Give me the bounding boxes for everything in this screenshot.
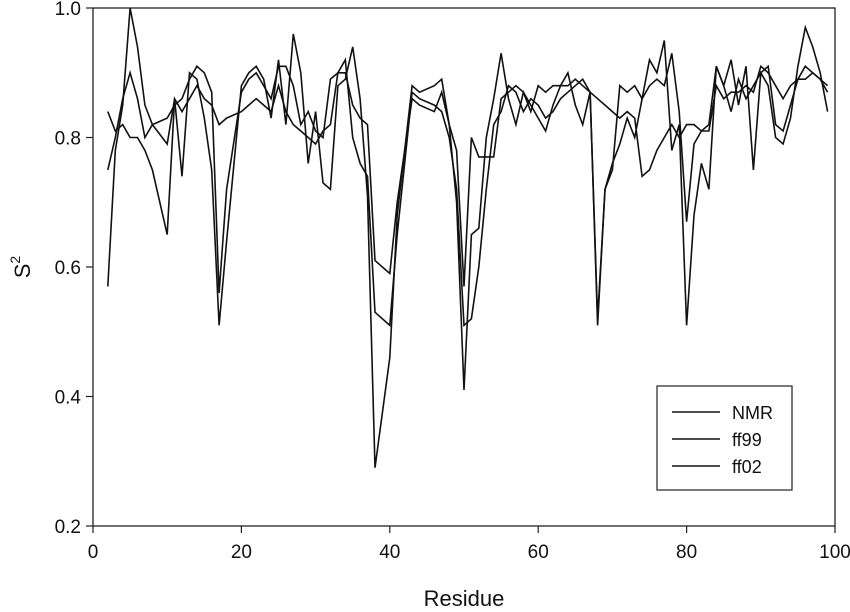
legend-label: ff02 [732, 457, 762, 477]
svg-text:S2: S2 [7, 256, 35, 279]
legend-box [656, 385, 793, 491]
y-tick-label: 0.4 [55, 388, 82, 409]
x-tick-label: 40 [379, 542, 400, 563]
y-axis-label-base: S [10, 264, 35, 279]
x-tick-label: 60 [528, 542, 549, 563]
x-tick-label: 0 [88, 542, 99, 563]
y-tick-label: 0.2 [55, 517, 81, 538]
y-tick-label: 0.6 [55, 258, 81, 279]
x-tick-label: 20 [231, 542, 252, 563]
x-tick-label: 100 [819, 542, 850, 563]
x-axis-label: Residue [424, 586, 505, 611]
y-tick-label: 0.8 [55, 129, 81, 150]
series-line-ff02 [107, 7, 829, 468]
y-tick-label: 1.0 [55, 0, 81, 20]
y-axis: 0.2 0.4 0.6 0.8 1.0 [55, 0, 93, 538]
y-axis-label: S2 [7, 256, 35, 279]
series-line-ff99 [107, 53, 829, 327]
legend-label: ff99 [732, 430, 762, 450]
series-lines [107, 7, 829, 468]
x-axis: 0 20 40 60 80 100 [88, 526, 850, 563]
legend-label: NMR [732, 403, 773, 423]
legend: NMR ff99 ff02 [656, 385, 793, 491]
x-tick-label: 80 [676, 542, 697, 563]
y-axis-label-superscript: 2 [7, 256, 23, 264]
